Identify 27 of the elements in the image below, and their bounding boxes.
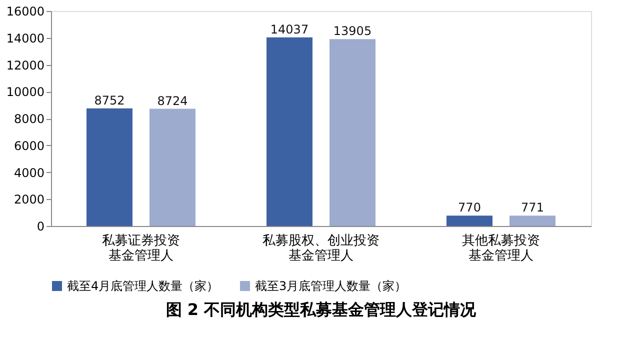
bar — [266, 37, 312, 226]
legend-label: 截至4月底管理人数量（家） — [67, 279, 219, 293]
y-tick-label: 8000 — [14, 112, 44, 126]
bar — [86, 108, 132, 226]
y-tick-label: 0 — [36, 220, 44, 234]
bar — [330, 39, 376, 226]
y-tick-label: 12000 — [6, 58, 44, 72]
y-tick-label: 16000 — [6, 4, 44, 18]
bar — [446, 216, 492, 226]
data-label: 8724 — [157, 94, 188, 108]
data-label: 8752 — [94, 93, 125, 108]
y-tick-label: 14000 — [6, 31, 44, 46]
x-tick-label: 其他私募投资基金管理人 — [462, 234, 540, 264]
data-label: 770 — [458, 200, 481, 215]
data-label: 771 — [521, 200, 544, 215]
bar — [150, 108, 196, 226]
legend-label: 截至3月底管理人数量（家） — [255, 279, 407, 293]
y-tick-label: 2000 — [14, 192, 44, 207]
bar — [510, 216, 556, 226]
x-tick-label: 私募股权、创业投资基金管理人 — [262, 234, 380, 264]
y-tick-label: 10000 — [6, 85, 44, 100]
text: 图 2 不同机构类型私募基金管理人登记情况 — [166, 300, 478, 319]
y-tick-label: 6000 — [14, 138, 44, 153]
x-tick-label: 私募证券投资基金管理人 — [102, 234, 180, 264]
data-label: 13905 — [333, 24, 372, 38]
y-tick-label: 4000 — [14, 166, 44, 180]
data-label: 14037 — [270, 22, 309, 36]
